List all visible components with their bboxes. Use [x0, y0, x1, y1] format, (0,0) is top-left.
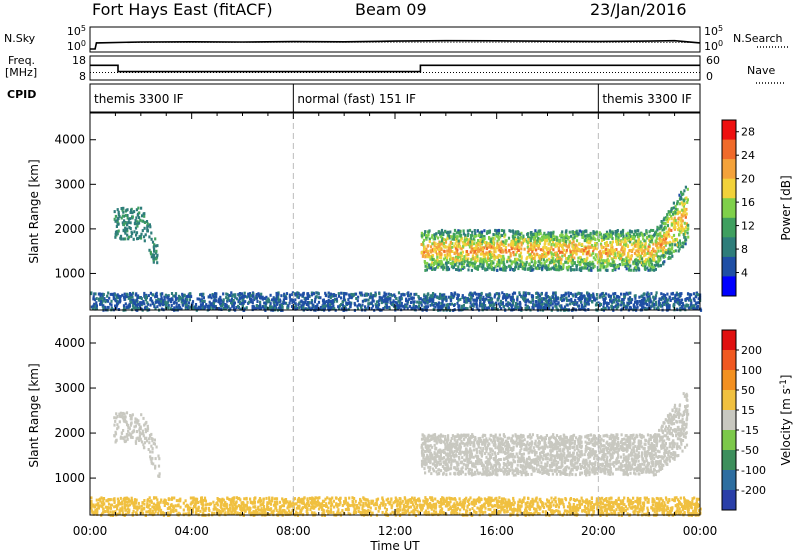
power-colorbar-swatch	[722, 120, 736, 141]
velocity-colorbar-tick-label: 50	[741, 384, 755, 397]
velocity-colorbar-swatch	[722, 350, 736, 371]
top-panel-frame-3	[89, 83, 701, 113]
time-tick-label: 16:00	[479, 524, 514, 538]
y-axis-label: Slant Range [km]	[27, 363, 41, 467]
ytick-label: 2000	[54, 222, 85, 236]
nave-top-tick: 60	[706, 54, 720, 67]
echo-region-near-range	[90, 496, 702, 517]
freq-top-tick: 18	[72, 54, 86, 67]
power-colorbar-swatch	[722, 237, 736, 258]
power-colorbar-frame	[721, 119, 737, 297]
time-tick-label: 00:00	[73, 524, 108, 538]
panel-background	[90, 113, 700, 310]
echo-region-early-patch	[113, 411, 161, 478]
ytick-label: 1000	[54, 266, 85, 280]
nave-label: Nave	[747, 64, 776, 77]
echo-region-main-echo	[420, 392, 690, 477]
power-colorbar-tick-label: 24	[741, 149, 755, 162]
ytick-label: 3000	[54, 177, 85, 191]
velocity-colorbar-label: Velocity [m s-1]	[779, 375, 793, 466]
velocity-colorbar-tick-label: 200	[741, 344, 762, 357]
velocity-colorbar-swatch	[722, 390, 736, 411]
time-tick-label: 12:00	[378, 524, 413, 538]
ytick-label: 2000	[54, 426, 85, 440]
nave-bottom-tick: 0	[706, 70, 713, 83]
time-axis-label: Time UT	[369, 539, 420, 553]
y-axis-label: Slant Range [km]	[27, 159, 41, 263]
velocity-colorbar-tick-label: 15	[741, 404, 755, 417]
velocity-colorbar-tick-label: -100	[741, 464, 766, 477]
cpid-segment-label: themis 3300 IF	[602, 92, 692, 106]
nsearch-top-tick: 105	[704, 24, 723, 38]
echo-region-near-range	[90, 291, 703, 312]
power-colorbar-tick-label: 12	[741, 220, 755, 233]
power-colorbar-swatch	[722, 256, 736, 277]
station-title: Fort Hays East (fitACF)	[92, 0, 273, 19]
velocity-colorbar-swatch	[722, 410, 736, 431]
velocity-colorbar-tick-label: -15	[741, 424, 759, 437]
nsearch-bottom-tick: 100	[704, 39, 723, 53]
freq-bottom-tick: 8	[79, 70, 86, 83]
nsky-label: N.Sky	[4, 32, 36, 45]
ytick-label: 3000	[54, 381, 85, 395]
power-colorbar-swatch	[722, 139, 736, 160]
power-colorbar-tick-label: 28	[741, 126, 755, 139]
date-title: 23/Jan/2016	[590, 0, 687, 19]
top-panel-frame-2	[89, 55, 701, 81]
velocity-colorbar-tick-label: -200	[741, 484, 766, 497]
power-colorbar-swatch	[722, 178, 736, 199]
velocity-colorbar-tick-label: 100	[741, 364, 762, 377]
nsky-top-tick: 105	[67, 24, 86, 38]
velocity-colorbar-frame	[721, 329, 737, 511]
cpid-segment-label: normal (fast) 151 IF	[297, 92, 416, 106]
series-n-sky	[90, 39, 701, 50]
power-colorbar-tick-label: 4	[741, 267, 748, 280]
power-colorbar-tick-label: 16	[741, 196, 755, 209]
velocity-colorbar-swatch	[722, 490, 736, 511]
beam-title: Beam 09	[355, 0, 427, 19]
power-colorbar-swatch	[722, 276, 736, 297]
freq-label: Freq.	[8, 54, 36, 67]
power-colorbar-swatch	[722, 217, 736, 238]
panel-background	[90, 316, 700, 515]
nsearch-label: N.Search	[733, 32, 783, 45]
ytick-label: 4000	[54, 336, 85, 350]
power-colorbar-swatch	[722, 198, 736, 219]
top-panel-frame-1	[89, 26, 701, 53]
velocity-colorbar-tick-label: -50	[741, 444, 759, 457]
echo-region-early-patch	[113, 206, 159, 265]
freq-unit-label: [MHz]	[5, 66, 38, 79]
velocity-colorbar-swatch	[722, 470, 736, 491]
ytick-label: 1000	[54, 471, 85, 485]
power-colorbar-tick-label: 20	[741, 173, 755, 186]
power-colorbar-label: Power [dB]	[779, 175, 793, 240]
power-colorbar-swatch	[722, 159, 736, 180]
velocity-colorbar-swatch	[722, 450, 736, 471]
velocity-colorbar-swatch	[722, 370, 736, 391]
cpid-label: CPID	[7, 88, 37, 101]
nsky-bottom-tick: 100	[67, 39, 86, 53]
ytick-label: 4000	[54, 133, 85, 147]
velocity-colorbar-swatch	[722, 330, 736, 351]
time-tick-label: 00:00	[683, 524, 718, 538]
velocity-colorbar-swatch	[722, 430, 736, 451]
cpid-segment-label: themis 3300 IF	[94, 92, 184, 106]
power-colorbar-tick-label: 8	[741, 243, 748, 256]
series-freq-	[90, 64, 700, 73]
echo-region-main-echo	[420, 185, 690, 272]
time-tick-label: 20:00	[581, 524, 616, 538]
time-tick-label: 04:00	[174, 524, 209, 538]
time-tick-label: 08:00	[276, 524, 311, 538]
